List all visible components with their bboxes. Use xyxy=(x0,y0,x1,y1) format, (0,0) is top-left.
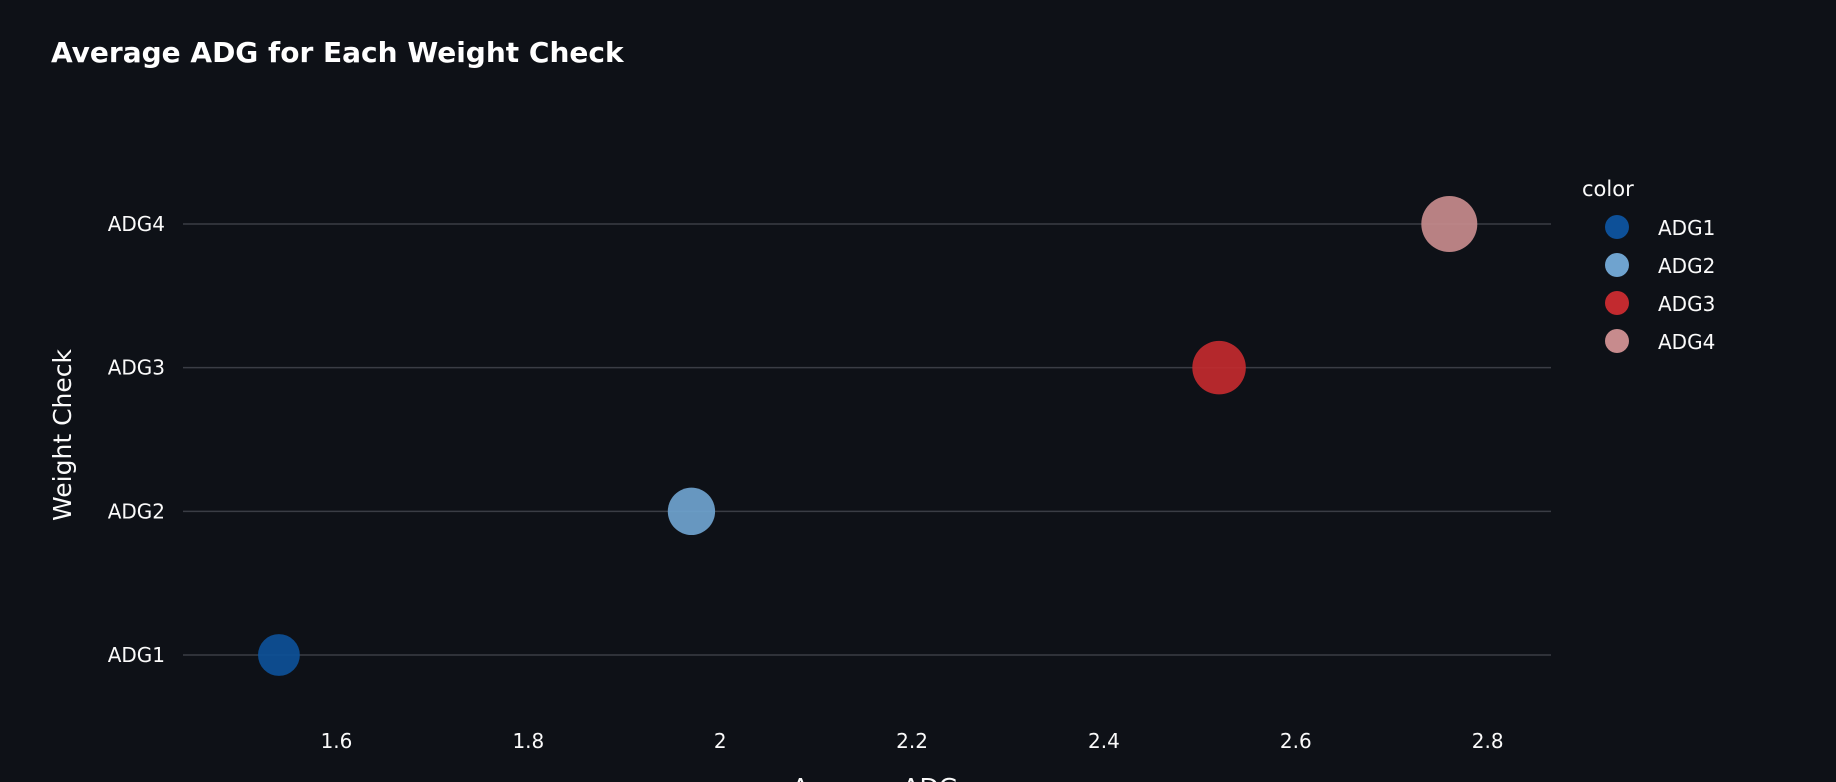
x-axis-tick-labels: 1.6 1.8 2 2.2 2.4 2.6 2.8 xyxy=(321,729,1504,753)
x-tick-label: 2.6 xyxy=(1280,729,1312,753)
y-axis-tick-labels: ADG1 ADG2 ADG3 ADG4 xyxy=(108,212,165,667)
y-tick-label: ADG2 xyxy=(108,499,165,523)
chart-title: Average ADG for Each Weight Check xyxy=(51,36,624,69)
x-tick-label: 2.4 xyxy=(1088,729,1120,753)
legend-label-adg3[interactable]: ADG3 xyxy=(1658,292,1715,316)
legend-marker-adg1 xyxy=(1605,215,1629,239)
data-point-adg3[interactable] xyxy=(1192,340,1246,395)
x-tick-label: 1.8 xyxy=(512,729,544,753)
y-tick-label: ADG3 xyxy=(108,356,165,380)
y-axis-title: Weight Check xyxy=(48,349,77,521)
x-tick-label: 1.6 xyxy=(321,729,353,753)
gridlines xyxy=(183,223,1551,656)
x-axis-title: Average ADG xyxy=(792,773,958,782)
data-point-adg4[interactable] xyxy=(1421,196,1478,252)
legend-marker-adg4 xyxy=(1605,329,1629,353)
legend-label-adg4[interactable]: ADG4 xyxy=(1658,330,1715,354)
x-tick-label: 2.8 xyxy=(1472,729,1504,753)
legend-label-adg1[interactable]: ADG1 xyxy=(1658,216,1715,240)
data-point-adg2[interactable] xyxy=(667,487,716,535)
data-points xyxy=(258,196,1478,676)
legend-marker-adg2 xyxy=(1605,253,1629,277)
x-tick-label: 2.2 xyxy=(896,729,928,753)
legend-title: color xyxy=(1582,177,1634,201)
y-tick-label: ADG4 xyxy=(108,212,165,236)
legend: color ADG1 ADG2 ADG3 ADG4 xyxy=(1582,177,1715,354)
y-tick-label: ADG1 xyxy=(108,643,165,667)
legend-label-adg2[interactable]: ADG2 xyxy=(1658,254,1715,278)
x-tick-label: 2 xyxy=(714,729,727,753)
legend-marker-adg3 xyxy=(1605,291,1629,315)
data-point-adg1[interactable] xyxy=(258,634,300,676)
